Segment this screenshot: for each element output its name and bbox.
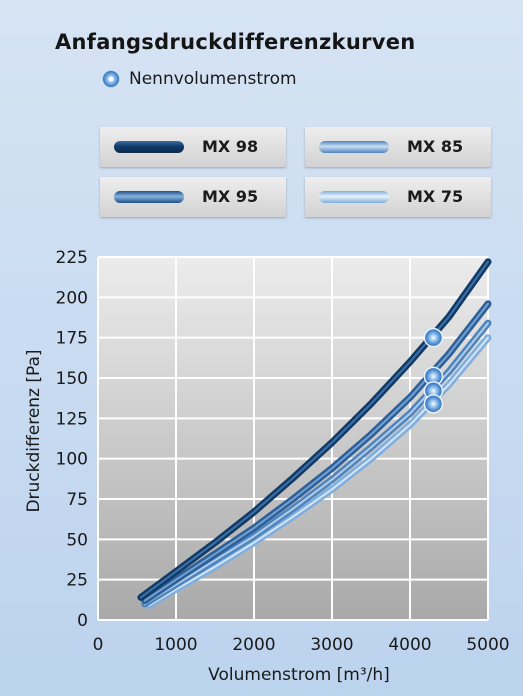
legend-swatch-mx75: [319, 191, 389, 203]
legend-item-mx98: MX 98: [100, 127, 286, 167]
legend-label-mx98: MX 98: [202, 137, 259, 156]
y-tick-label: 200: [56, 288, 88, 308]
x-tick-label: 1000: [154, 635, 197, 655]
nominal-point-mx75: [423, 394, 444, 414]
y-tick-label: 150: [56, 369, 88, 389]
y-tick-label: 75: [66, 490, 88, 510]
plot-area: [98, 257, 488, 620]
nominal-flow-label: Nennvolumenstrom: [129, 69, 297, 89]
y-axis-label: Druckdifferenz [Pa]: [24, 349, 44, 512]
legend-swatch-mx85: [319, 141, 389, 153]
legend-label-mx75: MX 75: [407, 187, 464, 206]
nominal-point-mx98: [423, 327, 444, 348]
nominal-marker-icon: [103, 71, 119, 87]
legend-item-mx75: MX 75: [305, 177, 491, 217]
x-tick-label: 5000: [466, 635, 509, 655]
legend-label-mx95: MX 95: [202, 187, 259, 206]
x-axis-label: Volumenstrom [m³/h]: [208, 665, 390, 685]
legend-item-mx85: MX 85: [305, 127, 491, 167]
nominal-flow-legend: Nennvolumenstrom: [103, 69, 297, 89]
y-tick-label: 50: [66, 530, 88, 550]
x-tick-label: 2000: [232, 635, 275, 655]
x-tick-label: 4000: [388, 635, 431, 655]
y-tick-label: 0: [77, 611, 88, 631]
legend-label-mx85: MX 85: [407, 137, 464, 156]
x-tick-label: 3000: [310, 635, 353, 655]
y-tick-label: 225: [56, 248, 88, 268]
y-tick-label: 25: [66, 571, 88, 591]
x-tick-label: 0: [93, 635, 104, 655]
y-tick-label: 175: [56, 329, 88, 349]
legend-swatch-mx98: [114, 141, 184, 153]
legend-item-mx95: MX 95: [100, 177, 286, 217]
chart-title: Anfangsdruckdifferenzkurven: [55, 30, 416, 54]
y-tick-label: 125: [56, 409, 88, 429]
legend-swatch-mx95: [114, 191, 184, 203]
y-tick-label: 100: [56, 450, 88, 470]
